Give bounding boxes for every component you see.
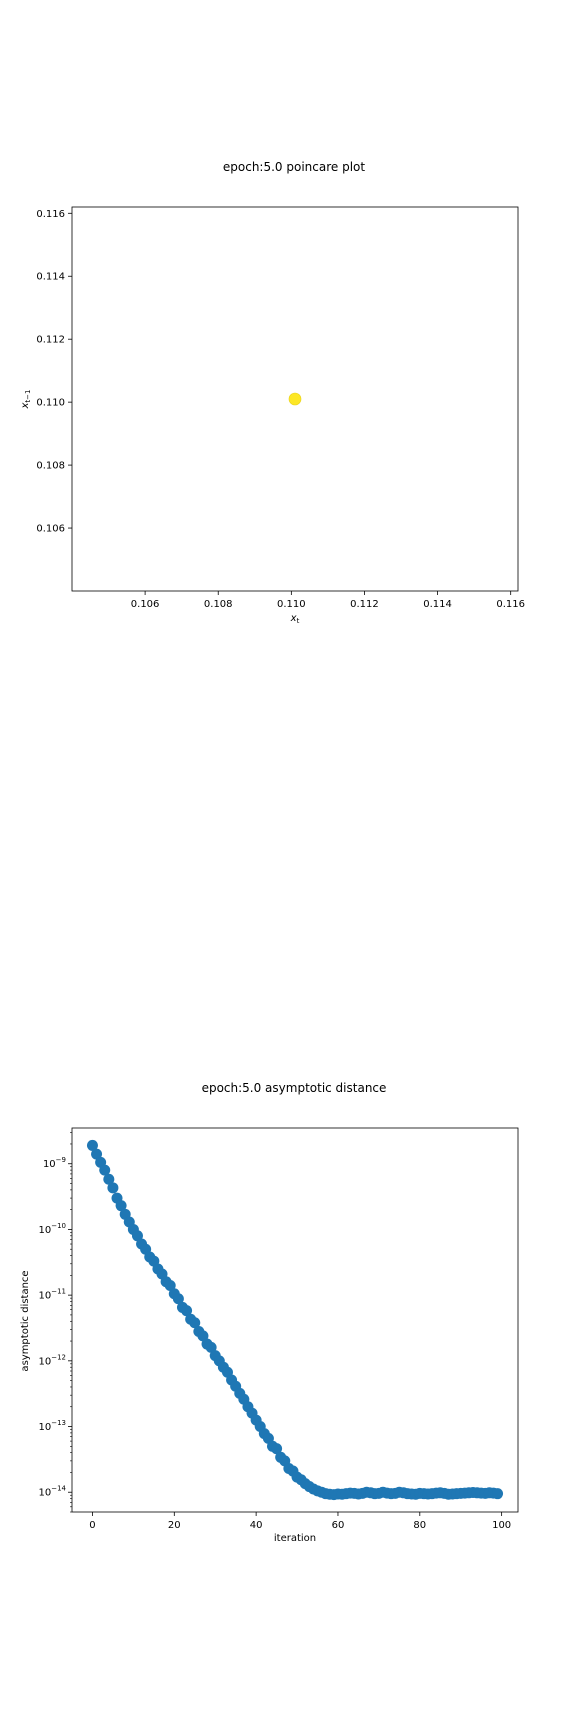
asymptotic-plot-area [86,1139,504,1501]
scatter-point [103,1173,115,1185]
poincare-chart: epoch:5.0 poincare plot 0.106 0.108 0.110 0… [20,160,525,625]
y-tick-label: 10−13 [38,1419,66,1433]
y-tick-label: 10−10 [38,1222,66,1236]
scatter-point [107,1182,119,1194]
y-tick-label: 0.106 [36,524,65,535]
y-tick-label: 10−14 [38,1485,66,1499]
poincare-x-axis-label: xt [290,613,300,625]
x-tick-label: 40 [250,1520,263,1531]
scatter-point [99,1164,111,1176]
asymptotic-y-axis-label: asymptotic distance [20,1270,31,1371]
x-tick-label: 0.106 [131,599,160,610]
scatter-point [189,1317,201,1329]
x-tick-label: 0.110 [277,599,306,610]
scatter-point [205,1341,217,1353]
x-tick-label: 60 [332,1520,345,1531]
poincare-y-axis-label: xt−1 [20,390,32,410]
poincare-x-axis: 0.106 0.108 0.110 0.112 0.114 0.116 [131,591,525,610]
y-tick-label: 0.112 [36,335,65,346]
x-tick-label: 100 [492,1520,511,1531]
scatter-point [164,1280,176,1292]
asymptotic-x-axis-label: iteration [274,1533,316,1544]
y-tick-label: 10−9 [43,1156,66,1170]
asymptotic-y-axis: 10−9 10−10 10−11 10−12 10−13 10−14 [38,1132,72,1513]
asymptotic-x-axis: 0 20 40 60 80 100 [89,1512,511,1531]
asymptotic-chart-title: epoch:5.0 asymptotic distance [202,1081,387,1095]
scatter-point [492,1488,504,1500]
x-tick-label: 0.114 [423,599,452,610]
scatter-point [271,1443,283,1455]
poincare-axes-frame [71,206,519,592]
scatter-point [181,1305,193,1317]
x-tick-label: 80 [413,1520,426,1531]
x-tick-label: 0 [89,1520,95,1531]
asymptotic-distance-chart: epoch:5.0 asymptotic distance 0 20 40 60 80 1… [20,1081,519,1544]
scatter-point [172,1293,184,1305]
x-tick-label: 0.112 [350,599,379,610]
y-tick-label: 0.116 [36,209,65,220]
asymptotic-axes-frame [71,1127,519,1513]
scatter-point [197,1330,209,1342]
scatter-point [115,1200,127,1212]
poincare-y-axis: 0.106 0.108 0.110 0.112 0.114 0.116 [36,209,72,535]
y-tick-label: 10−11 [38,1288,66,1302]
scatter-point [86,1139,98,1151]
scatter-point [288,392,302,406]
x-tick-label: 0.116 [496,599,525,610]
y-tick-label: 0.110 [36,398,65,409]
scatter-point [131,1230,143,1242]
x-tick-label: 20 [168,1520,181,1531]
poincare-plot-area [288,392,302,406]
y-tick-label: 0.114 [36,272,65,283]
y-tick-label: 0.108 [36,461,65,472]
y-tick-label: 10−12 [38,1353,66,1367]
x-tick-label: 0.108 [204,599,233,610]
poincare-chart-title: epoch:5.0 poincare plot [223,160,365,174]
scatter-point [91,1148,103,1160]
